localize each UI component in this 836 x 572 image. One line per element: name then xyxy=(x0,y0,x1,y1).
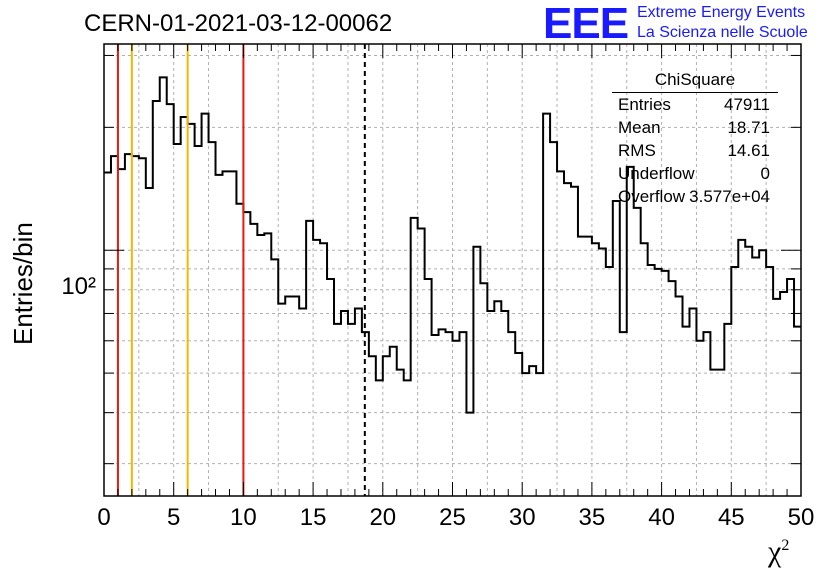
stats-row-overflow: Overflow 3.577e+04 xyxy=(618,187,770,206)
x-tick-label: 30 xyxy=(509,504,536,531)
x-tick-label: 15 xyxy=(300,504,327,531)
axis-ticks xyxy=(103,44,802,496)
x-tick-label: 50 xyxy=(788,504,815,531)
reference-lines xyxy=(116,44,366,496)
x-tick-label: 25 xyxy=(439,504,466,531)
x-tick-labels: 0 5 10 15 20 25 30 35 40 45 50 xyxy=(97,504,814,531)
logo-line-2: La Scienza nelle Scuole xyxy=(637,24,808,41)
x-tick-label: 40 xyxy=(648,504,675,531)
logo-line-1: Extreme Energy Events xyxy=(637,4,806,21)
x-tick-label: 0 xyxy=(97,504,110,531)
x-tick-label: 5 xyxy=(167,504,180,531)
y-tick-label: 10² xyxy=(61,273,96,300)
stats-row-rms: RMS 14.61 xyxy=(618,141,770,160)
stats-box: ChiSquare Entries 47911 Mean 18.71 RMS 14.6… xyxy=(612,70,778,210)
x-tick-label: 45 xyxy=(718,504,745,531)
stats-row-entries: Entries 47911 xyxy=(618,95,770,114)
x-axis-label: χ2 xyxy=(768,535,790,568)
x-tick-label: 10 xyxy=(230,504,257,531)
stats-row-mean: Mean 18.71 xyxy=(618,118,770,137)
eee-logo: EEE xyxy=(543,0,629,48)
x-tick-label: 35 xyxy=(579,504,606,531)
plot-title: CERN-01-2021-03-12-00062 xyxy=(84,10,393,37)
x-tick-label: 20 xyxy=(369,504,396,531)
histogram-outline xyxy=(104,76,801,414)
y-axis-label: Entries/bin xyxy=(8,222,38,345)
histogram-series xyxy=(104,76,801,414)
stats-title: ChiSquare xyxy=(612,70,778,93)
stats-row-underflow: Underflow 0 xyxy=(618,164,770,183)
